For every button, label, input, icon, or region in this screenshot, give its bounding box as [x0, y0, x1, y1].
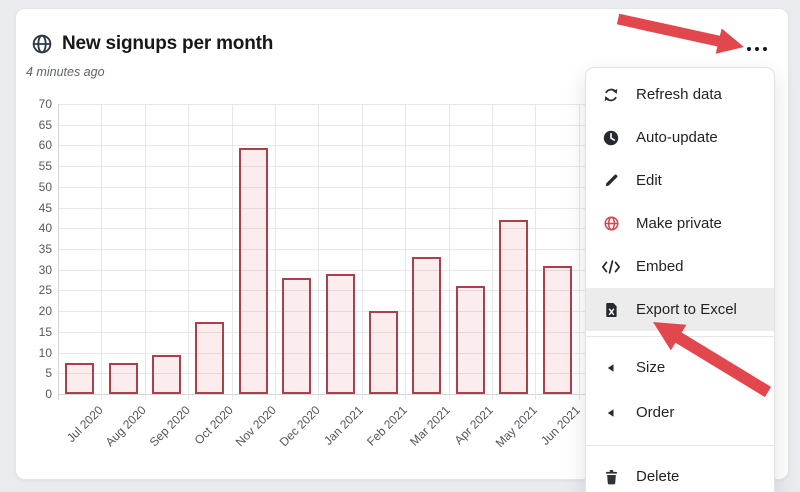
gridline-x: [58, 104, 59, 400]
menu-item-make-private[interactable]: Make private: [586, 202, 774, 245]
bar-jan-2021[interactable]: [325, 273, 355, 394]
y-axis-tick-label: 0: [45, 387, 52, 401]
gridline-x: [318, 104, 320, 400]
menu-divider: [586, 445, 774, 446]
code-icon: [601, 257, 621, 277]
y-axis-tick-label: 5: [45, 366, 52, 381]
menu-item-delete[interactable]: Delete: [586, 454, 774, 492]
globe-icon: [31, 33, 53, 55]
menu-item-label: Size: [636, 359, 666, 376]
refresh-icon: [601, 85, 621, 105]
card-title: New signups per month: [62, 33, 274, 54]
menu-item-label: Order: [636, 404, 675, 421]
menu-item-label: Refresh data: [636, 86, 722, 103]
y-axis-tick-label: 10: [38, 345, 52, 360]
last-updated-text: 4 minutes ago: [26, 65, 105, 79]
menu-item-edit[interactable]: Edit: [586, 159, 774, 202]
gridline-x: [101, 104, 103, 400]
y-axis-tick-label: 30: [38, 262, 52, 277]
gridline-x: [275, 104, 276, 400]
menu-item-export-to-excel[interactable]: Export to Excel: [586, 288, 774, 331]
gridline-x: [231, 104, 233, 400]
card-header: New signups per month: [31, 33, 273, 55]
bar-apr-2021[interactable]: [455, 286, 485, 394]
context-menu: Refresh data Auto-update Edit: [585, 67, 775, 492]
y-axis-tick-label: 50: [38, 179, 52, 194]
gridline-x: [492, 104, 493, 400]
gridline-x: [578, 104, 580, 400]
menu-item-label: Export to Excel: [636, 301, 737, 318]
y-axis-tick-label: 55: [38, 159, 52, 174]
bar-jun-2021[interactable]: [542, 265, 572, 394]
y-axis-tick-label: 20: [38, 304, 52, 319]
bar-feb-2021[interactable]: [369, 311, 398, 394]
menu-item-size[interactable]: Size: [586, 345, 774, 390]
bar-jul-2020[interactable]: [65, 362, 95, 394]
dot-icon: [746, 46, 752, 52]
menu-divider: [586, 336, 774, 337]
gridline-x: [144, 104, 146, 400]
y-axis-tick-label: 40: [38, 221, 52, 236]
triangle-left-icon: [601, 358, 621, 378]
bar-sep-2020[interactable]: [152, 354, 181, 394]
menu-item-auto-update[interactable]: Auto-update: [586, 116, 774, 159]
pencil-icon: [601, 171, 621, 191]
bar-dec-2020[interactable]: [282, 278, 312, 394]
y-axis-tick-label: 60: [38, 138, 52, 153]
menu-item-embed[interactable]: Embed: [586, 245, 774, 288]
menu-item-order[interactable]: Order: [586, 390, 774, 435]
excel-file-icon: [601, 300, 621, 320]
gridline-x: [361, 104, 363, 400]
y-axis-tick-label: 70: [38, 97, 52, 111]
menu-item-label: Embed: [636, 258, 684, 275]
menu-item-label: Edit: [636, 172, 662, 189]
menu-item-label: Delete: [636, 468, 680, 485]
bar-oct-2020[interactable]: [195, 321, 225, 394]
clock-icon: [601, 128, 621, 148]
bar-mar-2021[interactable]: [412, 257, 442, 394]
bar-aug-2020[interactable]: [108, 362, 138, 394]
dot-icon: [762, 46, 768, 52]
dot-icon: [754, 46, 760, 52]
y-axis-tick-label: 35: [38, 242, 52, 256]
y-axis-tick-label: 15: [38, 324, 52, 339]
gridline-x: [448, 104, 450, 400]
bar-may-2021[interactable]: [499, 220, 529, 394]
y-axis-tick-label: 65: [38, 117, 52, 132]
menu-item-label: Make private: [636, 215, 722, 232]
x-axis-tick-label: Jul 2020: [63, 403, 106, 445]
y-axis-tick-label: 25: [38, 283, 52, 298]
globe-icon: [601, 214, 621, 234]
trash-icon: [601, 467, 621, 487]
gridline-x: [535, 104, 537, 400]
gridline-x: [405, 104, 407, 400]
bar-nov-2020[interactable]: [238, 147, 268, 394]
y-axis-tick-label: 45: [38, 200, 52, 215]
more-options-button[interactable]: [740, 40, 774, 58]
bar-chart: 0 5 10 15 20 25 30 35 40 45 50 55 60 65 70 Jul 2020 Aug …: [16, 9, 788, 479]
menu-item-refresh-data[interactable]: Refresh data: [586, 73, 774, 116]
gridline-x: [188, 104, 190, 400]
menu-item-label: Auto-update: [636, 129, 718, 146]
triangle-left-icon: [601, 403, 621, 423]
